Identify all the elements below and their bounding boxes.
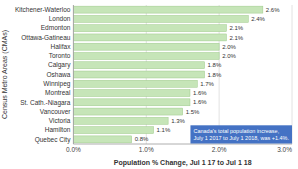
bar (73, 6, 262, 13)
bar (73, 62, 204, 69)
data-label: 1.5% (186, 109, 200, 115)
data-label: 1.1% (157, 127, 171, 133)
y-tick-label: Hamilton (45, 126, 71, 133)
grid (73, 5, 292, 144)
bar (73, 136, 131, 143)
data-label: 0.8% (135, 136, 149, 142)
y-tick-label: Calgary (48, 61, 71, 69)
bar (73, 43, 219, 50)
data-label: 1.8% (208, 72, 222, 78)
y-tick-label: Ottawa-Gatineau (21, 34, 71, 41)
bars (73, 6, 262, 143)
data-label: 1.7% (200, 81, 214, 87)
data-label: 2.1% (229, 35, 243, 41)
chart: 0.0% 1.0% 2.0% 3.0% 2.6%2.4% 2.1% 2.1% 2.0% 2.0%… (0, 0, 298, 169)
bar (73, 25, 226, 32)
y-tick-label: Quebec City (35, 136, 72, 144)
bar (73, 80, 197, 87)
data-label: 1.3% (171, 118, 185, 124)
bar (73, 99, 190, 106)
y-tick-label: Vancouver (40, 108, 71, 115)
grid-line (292, 5, 293, 144)
y-tick-label: Edmonton (41, 24, 71, 31)
x-tick-label: 3.0% (277, 146, 292, 153)
x-tick-label: 0.0% (66, 146, 81, 153)
x-tick-label: 2.0% (212, 146, 227, 153)
x-axis-line (73, 144, 292, 145)
y-tick-label: Kitchener-Waterloo (15, 6, 71, 13)
bar (73, 127, 153, 134)
bar (73, 34, 226, 41)
y-axis-label: Census Metro Areas (CMAs) (1, 30, 9, 119)
y-tick-label: St. Cath.-Niagara (20, 99, 71, 107)
data-label: 2.4% (251, 16, 265, 22)
bar (73, 15, 248, 22)
data-label: 2.6% (266, 7, 280, 13)
data-label: 2.0% (222, 53, 236, 59)
x-tick-label: 1.0% (139, 146, 154, 153)
annotation-box (190, 125, 292, 143)
annotation-text: Canada's total population increase,July … (193, 128, 289, 141)
y-axis-line (73, 5, 74, 144)
y-tick-label: Montreal (45, 89, 71, 96)
bar (73, 71, 204, 78)
data-label: 2.0% (222, 44, 236, 50)
x-axis-label: Population % Change, Jul 1 17 to Jul 1 1… (114, 159, 252, 167)
y-tick-label: Oshawa (47, 71, 71, 78)
y-tick-label: London (49, 15, 71, 22)
annotation: Canada's total population increase,July … (190, 125, 292, 143)
data-label: 1.6% (193, 90, 207, 96)
data-label: 1.6% (193, 99, 207, 105)
bar (73, 90, 190, 97)
y-tick-label: Toronto (49, 52, 71, 59)
data-label: 2.1% (229, 25, 243, 31)
bar (73, 117, 168, 124)
y-tick-label: Winnipeg (43, 80, 70, 88)
bar (73, 108, 182, 115)
y-tick-label: Halifax (51, 43, 72, 50)
data-label: 1.8% (208, 62, 222, 68)
grid-line (73, 5, 74, 144)
bar (73, 52, 219, 59)
y-tick-label: Victoria (49, 117, 71, 124)
